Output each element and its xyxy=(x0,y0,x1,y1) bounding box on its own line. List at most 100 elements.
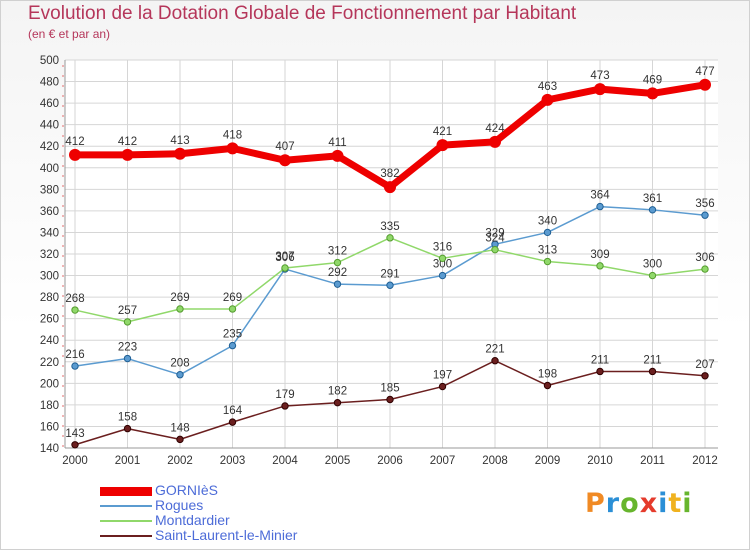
data-point xyxy=(543,257,552,266)
data-label: 356 xyxy=(695,198,714,210)
data-label: 148 xyxy=(170,422,189,434)
data-label: 221 xyxy=(485,344,504,356)
data-label: 211 xyxy=(591,354,609,366)
data-point xyxy=(71,362,79,370)
data-label: 477 xyxy=(695,66,714,78)
x-tick-label: 2002 xyxy=(167,455,193,467)
y-tick-label: 360 xyxy=(40,206,59,218)
data-point xyxy=(648,271,657,280)
data-point xyxy=(176,435,184,444)
x-tick-label: 2001 xyxy=(115,455,141,467)
logo-letter: i xyxy=(658,488,669,519)
data-point xyxy=(596,367,604,376)
data-point xyxy=(701,372,709,380)
data-point xyxy=(281,264,289,272)
data-label: 309 xyxy=(590,249,609,261)
data-label: 197 xyxy=(433,370,452,382)
data-label: 300 xyxy=(643,259,662,271)
legend-label: Saint-Laurent-le-Minier xyxy=(155,527,298,543)
data-label: 158 xyxy=(118,412,137,424)
data-label: 411 xyxy=(328,137,346,149)
chart-subtitle: (en € et par an) xyxy=(28,27,111,41)
x-tick-label: 2010 xyxy=(587,455,613,467)
data-label: 412 xyxy=(65,136,84,148)
data-point xyxy=(333,280,342,288)
data-label: 424 xyxy=(485,123,505,135)
y-tick-label: 400 xyxy=(40,163,59,175)
logo-letter: P xyxy=(585,488,606,519)
data-label: 268 xyxy=(65,293,84,305)
legend-swatch xyxy=(100,520,152,522)
data-point xyxy=(648,367,657,376)
data-label: 307 xyxy=(275,251,294,263)
data-point xyxy=(436,139,449,152)
legend-item: Saint-Laurent-le-Minier xyxy=(100,527,360,544)
data-point xyxy=(491,245,499,254)
legend-label: Rogues xyxy=(155,497,204,513)
data-label: 216 xyxy=(65,349,84,361)
y-tick-label: 320 xyxy=(40,249,59,261)
data-point xyxy=(281,402,289,410)
data-label: 312 xyxy=(328,246,347,258)
y-tick-label: 500 xyxy=(40,55,59,67)
data-label: 223 xyxy=(118,342,137,354)
data-label: 335 xyxy=(380,221,399,233)
data-point xyxy=(279,154,291,167)
data-label: 306 xyxy=(275,252,294,264)
data-label: 412 xyxy=(118,136,137,148)
data-point xyxy=(491,357,499,365)
legend-item: Montdardier xyxy=(100,512,360,529)
data-point xyxy=(331,149,344,162)
data-label: 364 xyxy=(590,190,610,202)
x-tick-label: 2004 xyxy=(272,455,298,467)
data-point xyxy=(699,78,711,91)
legend-swatch xyxy=(100,535,152,537)
data-point xyxy=(226,142,239,155)
x-tick-label: 2007 xyxy=(430,455,456,467)
data-point xyxy=(121,148,134,161)
data-point xyxy=(701,265,709,273)
x-tick-label: 2006 xyxy=(377,455,403,467)
legend-swatch xyxy=(100,486,152,496)
data-label: 413 xyxy=(170,135,189,147)
data-point xyxy=(543,381,552,390)
data-point xyxy=(386,281,394,289)
data-label: 207 xyxy=(695,359,714,371)
data-label: 269 xyxy=(170,292,189,304)
data-point xyxy=(333,258,342,267)
data-point xyxy=(386,395,394,404)
x-tick-label: 2012 xyxy=(692,455,718,467)
x-tick-label: 2005 xyxy=(325,455,351,467)
y-tick-label: 160 xyxy=(40,421,59,433)
data-label: 300 xyxy=(433,259,452,271)
x-tick-label: 2009 xyxy=(535,455,561,467)
logo-letter: t xyxy=(668,488,683,519)
legend-label: GORNIèS xyxy=(155,482,219,498)
legend-item: Rogues xyxy=(100,497,360,514)
data-label: 473 xyxy=(590,70,609,82)
y-tick-label: 260 xyxy=(40,314,59,326)
data-point xyxy=(596,262,604,270)
data-label: 235 xyxy=(223,329,242,341)
data-point xyxy=(123,318,132,326)
data-point xyxy=(228,418,237,426)
logo-letter: x xyxy=(639,488,659,519)
data-point xyxy=(333,399,342,407)
data-point xyxy=(541,93,554,106)
data-label: 269 xyxy=(223,292,242,304)
logo-letter: r xyxy=(605,488,621,519)
data-label: 143 xyxy=(65,428,84,440)
data-point xyxy=(69,148,81,161)
data-point xyxy=(228,341,237,350)
data-label: 324 xyxy=(485,233,505,245)
y-tick-label: 420 xyxy=(40,141,59,153)
data-label: 257 xyxy=(118,305,137,317)
data-label: 313 xyxy=(538,245,557,257)
x-tick-label: 2008 xyxy=(482,455,508,467)
y-tick-label: 340 xyxy=(40,227,59,239)
data-point xyxy=(594,83,606,96)
data-label: 382 xyxy=(380,168,399,180)
data-label: 329 xyxy=(485,227,504,239)
data-point xyxy=(596,202,604,211)
y-tick-label: 240 xyxy=(40,335,59,347)
